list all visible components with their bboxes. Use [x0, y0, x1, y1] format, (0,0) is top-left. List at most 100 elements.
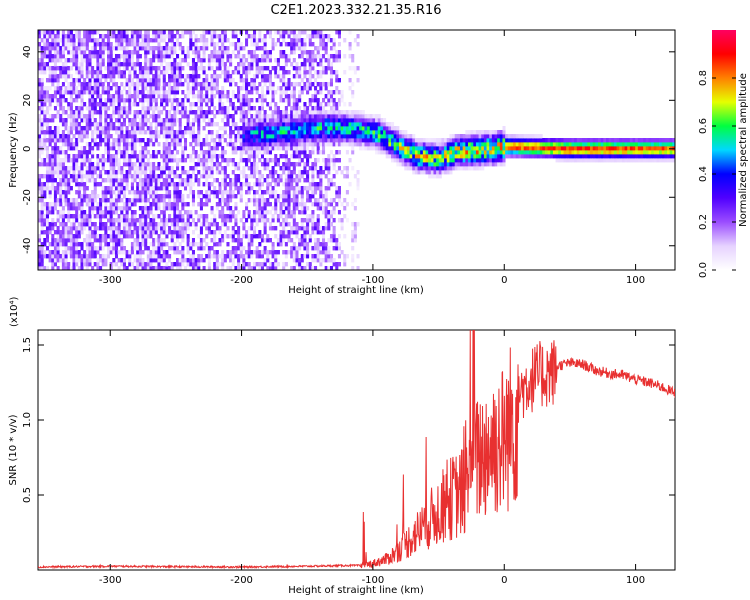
heatmap-cell: [367, 114, 371, 119]
heatmap-cell: [335, 142, 339, 147]
heatmap-cell: [311, 146, 315, 151]
heatmap-cell: [311, 230, 315, 235]
heatmap-cell: [56, 50, 60, 55]
heatmap-cell: [64, 254, 68, 259]
heatmap-cell: [186, 94, 190, 99]
heatmap-cell: [67, 210, 71, 215]
heatmap-cell: [210, 190, 214, 195]
heatmap-cell: [88, 126, 92, 131]
heatmap-cell: [38, 262, 42, 267]
heatmap-cell: [308, 154, 312, 159]
heatmap-cell: [199, 226, 203, 231]
heatmap-cell: [263, 38, 267, 43]
heatmap-cell: [101, 86, 105, 91]
heatmap-cell: [287, 54, 291, 59]
heatmap-cell: [329, 222, 334, 227]
heatmap-cell: [234, 66, 238, 71]
heatmap-cell: [99, 182, 103, 187]
heatmap-cell: [77, 138, 81, 143]
heatmap-cell: [242, 62, 246, 67]
heatmap-cell: [114, 126, 119, 131]
heatmap-cell: [335, 106, 339, 111]
heatmap-cell: [133, 86, 137, 91]
heatmap-cell: [77, 30, 81, 35]
heatmap-cell: [186, 170, 190, 175]
heatmap-cell: [51, 170, 55, 175]
heatmap-cell: [197, 262, 201, 267]
heatmap-cell: [93, 190, 97, 195]
heatmap-cell: [210, 138, 214, 143]
heatmap-cell: [109, 122, 113, 127]
heatmap-cell: [308, 86, 312, 91]
heatmap-cell: [64, 98, 68, 103]
heatmap-cell: [268, 226, 272, 231]
heatmap-cell: [120, 54, 124, 59]
heatmap-cell: [136, 30, 140, 35]
heatmap-cell: [178, 134, 182, 139]
heatmap-cell: [343, 70, 347, 75]
heatmap-cell: [48, 50, 52, 55]
heatmap-cell: [43, 218, 47, 223]
heatmap-cell: [176, 158, 180, 163]
heatmap-cell: [120, 182, 124, 187]
heatmap-cell: [324, 226, 328, 231]
heatmap-cell: [292, 110, 296, 115]
heatmap-cell: [202, 158, 206, 163]
heatmap-cell: [69, 178, 73, 183]
heatmap-cell: [114, 62, 119, 67]
heatmap-cell: [290, 138, 294, 143]
heatmap-cell: [107, 50, 111, 55]
heatmap-cell: [67, 46, 71, 51]
heatmap-cell: [69, 114, 73, 119]
heatmap-cell: [48, 250, 52, 255]
heatmap-cell: [218, 134, 222, 139]
heatmap-cell: [276, 86, 280, 91]
heatmap-cell: [91, 122, 95, 127]
heatmap-cell: [88, 250, 92, 255]
heatmap-cell: [61, 142, 65, 147]
heatmap-cell: [250, 114, 254, 119]
heatmap-cell: [114, 130, 119, 135]
heatmap-cell: [300, 194, 304, 199]
heatmap-cell: [107, 214, 111, 219]
heatmap-cell: [173, 130, 177, 135]
heatmap-cell: [282, 110, 286, 115]
heatmap-cell: [268, 50, 272, 55]
heatmap-cell: [263, 178, 267, 183]
heatmap-cell: [186, 118, 190, 123]
heatmap-cell: [75, 46, 79, 51]
heatmap-cell: [258, 34, 262, 39]
heatmap-cell: [141, 110, 145, 115]
heatmap-cell: [154, 266, 158, 270]
heatmap-cell: [141, 194, 145, 199]
heatmap-cell: [202, 86, 206, 91]
heatmap-cell: [59, 258, 63, 263]
heatmap-cell: [43, 46, 47, 51]
heatmap-cell: [64, 86, 68, 91]
heatmap-cell: [263, 262, 267, 267]
heatmap-cell: [64, 126, 68, 131]
heatmap-cell: [186, 90, 190, 95]
heatmap-cell: [205, 86, 209, 91]
heatmap-cell: [122, 214, 126, 219]
heatmap-cell: [85, 62, 89, 67]
heatmap-cell: [83, 154, 87, 159]
heatmap-cell: [152, 242, 156, 247]
heatmap-cell: [319, 182, 323, 187]
heatmap-cell: [45, 130, 50, 135]
heatmap-cell: [287, 186, 291, 191]
heatmap-cell: [173, 226, 177, 231]
heatmap-cell: [165, 194, 169, 199]
heatmap-cell: [88, 54, 92, 59]
heatmap-cell: [260, 194, 264, 199]
heatmap-cell: [266, 178, 270, 183]
heatmap-cell: [260, 262, 264, 267]
heatmap-cell: [268, 126, 272, 131]
heatmap-cell: [290, 238, 294, 243]
heatmap-cell: [306, 138, 310, 143]
heatmap-cell: [343, 130, 347, 135]
heatmap-cell: [260, 202, 264, 207]
heatmap-cell: [104, 34, 108, 39]
heatmap-cell: [194, 166, 198, 171]
heatmap-cell: [149, 210, 153, 215]
